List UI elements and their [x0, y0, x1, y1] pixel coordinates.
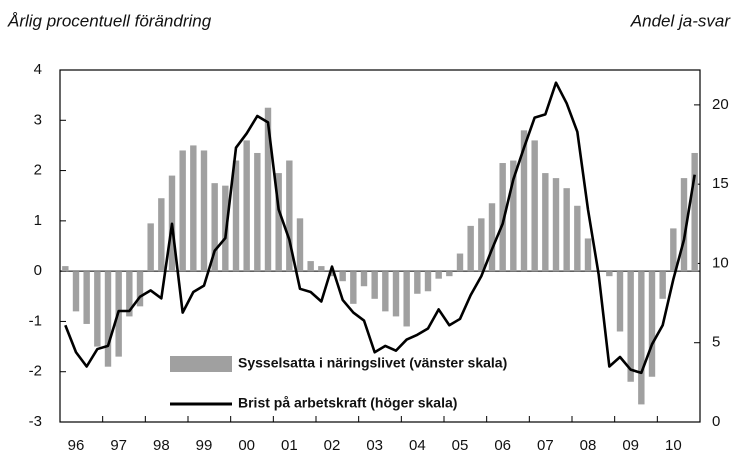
bar [296, 218, 304, 272]
bar [371, 271, 378, 299]
left-axis-title: Årlig procentuell förändring [7, 11, 212, 30]
bar [328, 271, 336, 277]
bar [126, 271, 133, 317]
bar [94, 271, 101, 347]
legend-label: Brist på arbetskraft (höger skala) [238, 395, 457, 411]
bar [456, 253, 464, 272]
bar [232, 160, 240, 272]
x-tick-label: 02 [324, 437, 341, 454]
bar [339, 271, 346, 282]
bar [382, 271, 389, 312]
y-tick-label: 0 [34, 262, 42, 279]
legend-swatch [170, 356, 232, 372]
bar [552, 178, 560, 272]
bar [254, 152, 261, 272]
x-tick-label: 03 [366, 437, 383, 454]
x-tick-label: 01 [281, 437, 298, 454]
bar [584, 238, 592, 272]
bar [424, 271, 432, 292]
bar [606, 271, 613, 277]
bar [360, 271, 368, 287]
bar [243, 140, 250, 272]
bar [307, 261, 314, 272]
bar [275, 173, 282, 272]
x-tick-label: 97 [110, 437, 127, 454]
y2-tick-label: 5 [712, 334, 720, 351]
y-tick-label: 1 [34, 212, 42, 229]
bar [520, 130, 528, 272]
bar [72, 271, 80, 312]
bar [62, 266, 69, 272]
x-tick-label: 06 [494, 437, 511, 454]
bar [403, 271, 410, 327]
bar [200, 150, 208, 272]
x-tick-label: 08 [580, 437, 597, 454]
bar [680, 178, 688, 272]
x-tick-label: 99 [196, 437, 213, 454]
y2-tick-label: 15 [712, 175, 729, 192]
x-tick-label: 10 [665, 437, 682, 454]
y-tick-label: -2 [29, 363, 42, 380]
bar [648, 271, 656, 377]
bar [392, 271, 400, 317]
bar [627, 271, 634, 382]
y2-tick-label: 0 [712, 413, 720, 430]
bar [286, 160, 293, 272]
x-tick-label: 04 [409, 437, 426, 454]
bar [211, 183, 218, 272]
bar [488, 203, 496, 272]
line [64, 81, 696, 375]
bar [104, 271, 112, 367]
bar [158, 198, 165, 272]
bar [531, 140, 538, 272]
x-tick-label: 05 [452, 437, 469, 454]
plot-frame [59, 69, 701, 423]
bar [179, 150, 186, 272]
bar [563, 188, 570, 272]
y2-tick-label: 10 [712, 254, 729, 271]
x-tick-label: 00 [238, 437, 255, 454]
x-tick-label: 09 [622, 437, 639, 454]
right-axis-title: Andel ja-svar [630, 11, 732, 30]
bar [499, 163, 506, 272]
bar [190, 145, 197, 272]
bar [510, 160, 517, 272]
y-tick-label: 3 [34, 111, 42, 128]
bar [670, 228, 677, 272]
bar [147, 223, 154, 272]
legend-label: Sysselsatta i näringslivet (vänster skal… [238, 355, 507, 371]
bar [542, 173, 549, 272]
bar [478, 218, 485, 272]
bar [264, 107, 272, 272]
bar [136, 271, 144, 307]
bar [467, 225, 474, 272]
bar [435, 271, 442, 279]
bar [659, 271, 666, 299]
x-tick-label: 07 [537, 437, 554, 454]
x-tick-label: 98 [153, 437, 170, 454]
x-tick-label: 96 [68, 437, 85, 454]
bar [446, 271, 453, 277]
y-tick-label: 2 [34, 162, 42, 179]
y2-tick-label: 20 [712, 96, 729, 113]
bar [318, 266, 325, 272]
bar [638, 271, 645, 405]
y-tick-label: -3 [29, 413, 42, 430]
bar [414, 271, 421, 294]
bar [83, 271, 90, 324]
bar [574, 205, 581, 272]
y-tick-label: 4 [34, 61, 42, 78]
bar [350, 271, 357, 304]
bar [616, 271, 624, 332]
y-tick-label: -1 [29, 312, 42, 329]
bar [691, 152, 698, 272]
